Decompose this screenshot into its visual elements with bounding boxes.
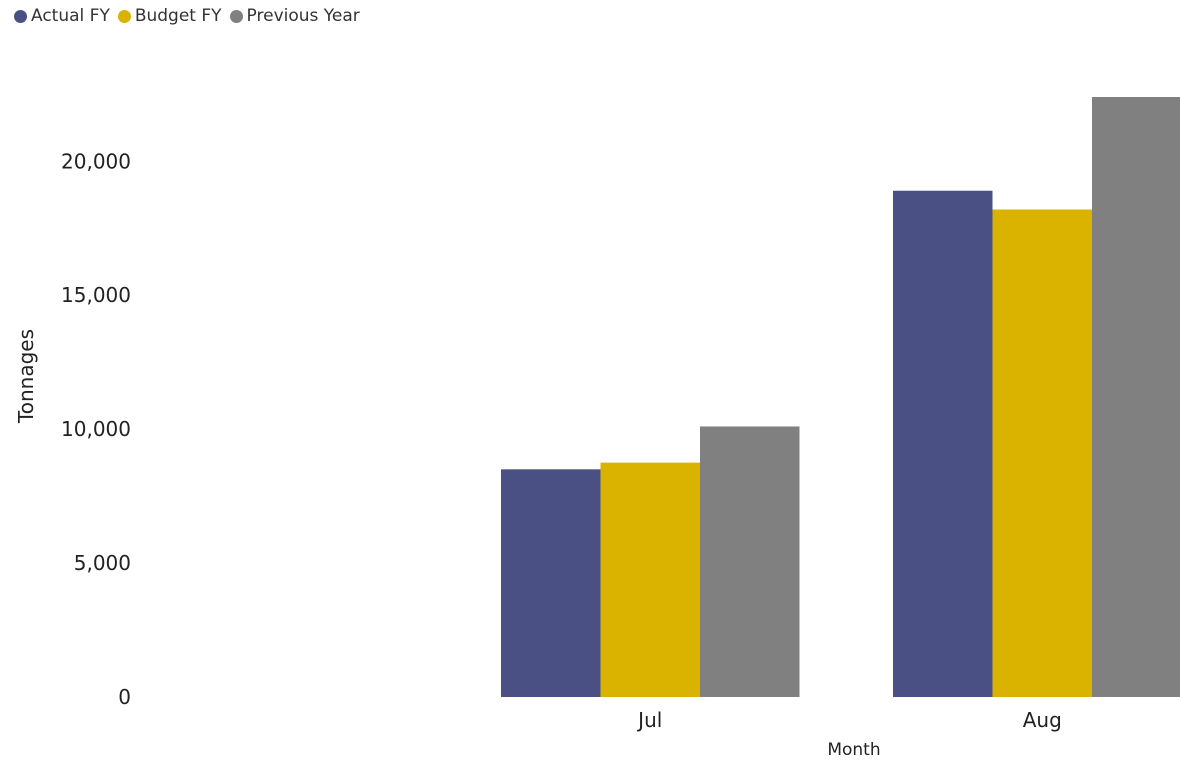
y-axis-title: Tonnages [14,329,38,424]
bars [501,97,1180,697]
bar-previous-year-jul[interactable] [700,426,800,697]
y-tick-label: 20,000 [61,149,131,173]
y-tick-label: 15,000 [61,283,131,307]
y-axis-ticks: 0 5,000 10,000 15,000 20,000 [61,149,131,709]
bar-previous-year-aug[interactable] [1092,97,1180,697]
x-axis-ticks: Jul Aug [636,708,1062,732]
x-axis-title: Month [827,740,880,760]
bar-budget-fy-aug[interactable] [993,210,1093,698]
bar-actual-fy-aug[interactable] [893,191,993,697]
y-tick-label: 5,000 [74,551,131,575]
bar-budget-fy-jul[interactable] [601,463,701,697]
y-tick-label: 0 [118,685,131,709]
bar-actual-fy-jul[interactable] [501,469,601,697]
x-tick-label-jul: Jul [636,708,662,732]
x-tick-label-aug: Aug [1023,708,1062,732]
y-tick-label: 10,000 [61,417,131,441]
